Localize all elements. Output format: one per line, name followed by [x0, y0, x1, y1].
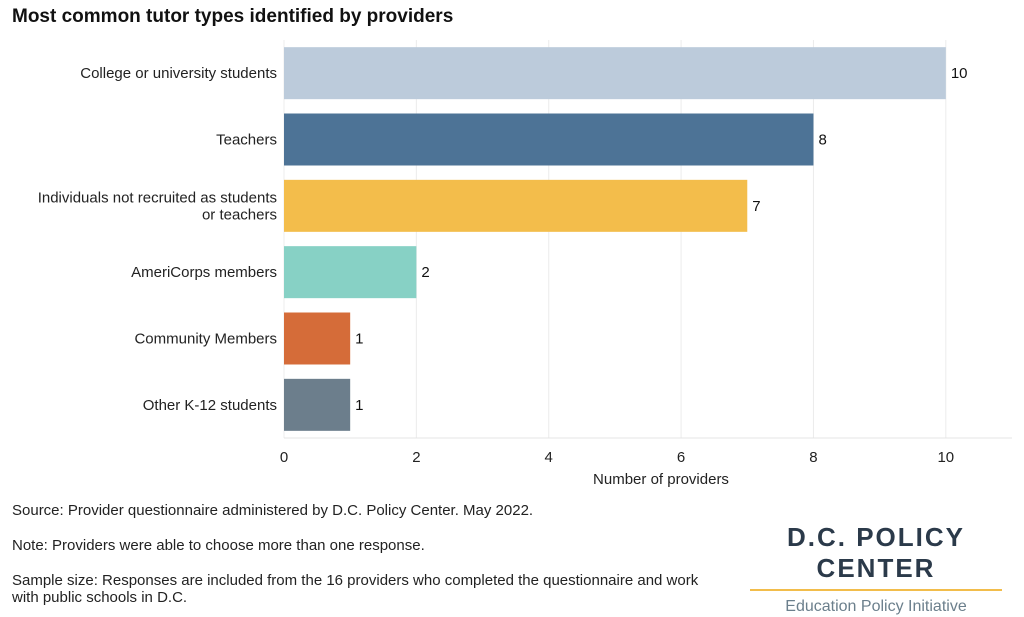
value-label: 1 — [355, 397, 363, 414]
bar — [284, 47, 946, 100]
value-label: 2 — [421, 264, 429, 281]
bar — [284, 246, 417, 299]
value-label: 10 — [951, 65, 968, 82]
category-label: Individuals not recruited as students — [38, 189, 277, 206]
bar — [284, 378, 351, 431]
brand-subtitle: Education Policy Initiative — [785, 598, 967, 615]
category-label: or teachers — [202, 206, 277, 223]
x-tick-label: 2 — [412, 449, 420, 466]
gridlines — [283, 40, 1012, 439]
choice-note: Note: Providers were able to choose more… — [12, 537, 425, 554]
x-axis-ticks: 0 2 4 6 8 10 — [280, 449, 954, 466]
category-label: College or university students — [80, 65, 277, 82]
category-label: AmeriCorps members — [131, 264, 277, 281]
brand-name: D.C. POLICY CENTER — [786, 522, 965, 583]
brand-divider — [750, 589, 1002, 591]
value-label: 1 — [355, 331, 363, 348]
bar — [284, 113, 814, 166]
source-note: Source: Provider questionnaire administe… — [12, 502, 534, 519]
category-label: Community Members — [134, 331, 277, 348]
chart-title: Most common tutor types identified by pr… — [12, 6, 454, 27]
bar — [284, 312, 351, 365]
bars: 10 8 7 2 1 1 — [284, 47, 968, 431]
sample-size-note: Sample size: Responses are included from… — [12, 572, 699, 606]
category-labels: College or university students Teachers In… — [38, 65, 277, 414]
x-tick-label: 10 — [937, 449, 954, 466]
bar-chart: 10 8 7 2 1 1 College or university students Te… — [38, 40, 1012, 488]
bar — [284, 179, 748, 232]
brand-logo: D.C. POLICY CENTER Education Policy Init… — [742, 522, 1010, 616]
category-label: Other K-12 students — [143, 397, 277, 414]
x-tick-label: 6 — [677, 449, 685, 466]
x-axis-title: Number of providers — [593, 471, 729, 488]
value-label: 7 — [752, 198, 760, 215]
x-tick-label: 4 — [545, 449, 553, 466]
x-tick-label: 8 — [809, 449, 817, 466]
value-label: 8 — [818, 132, 826, 149]
category-label: Teachers — [216, 132, 277, 149]
x-tick-label: 0 — [280, 449, 288, 466]
